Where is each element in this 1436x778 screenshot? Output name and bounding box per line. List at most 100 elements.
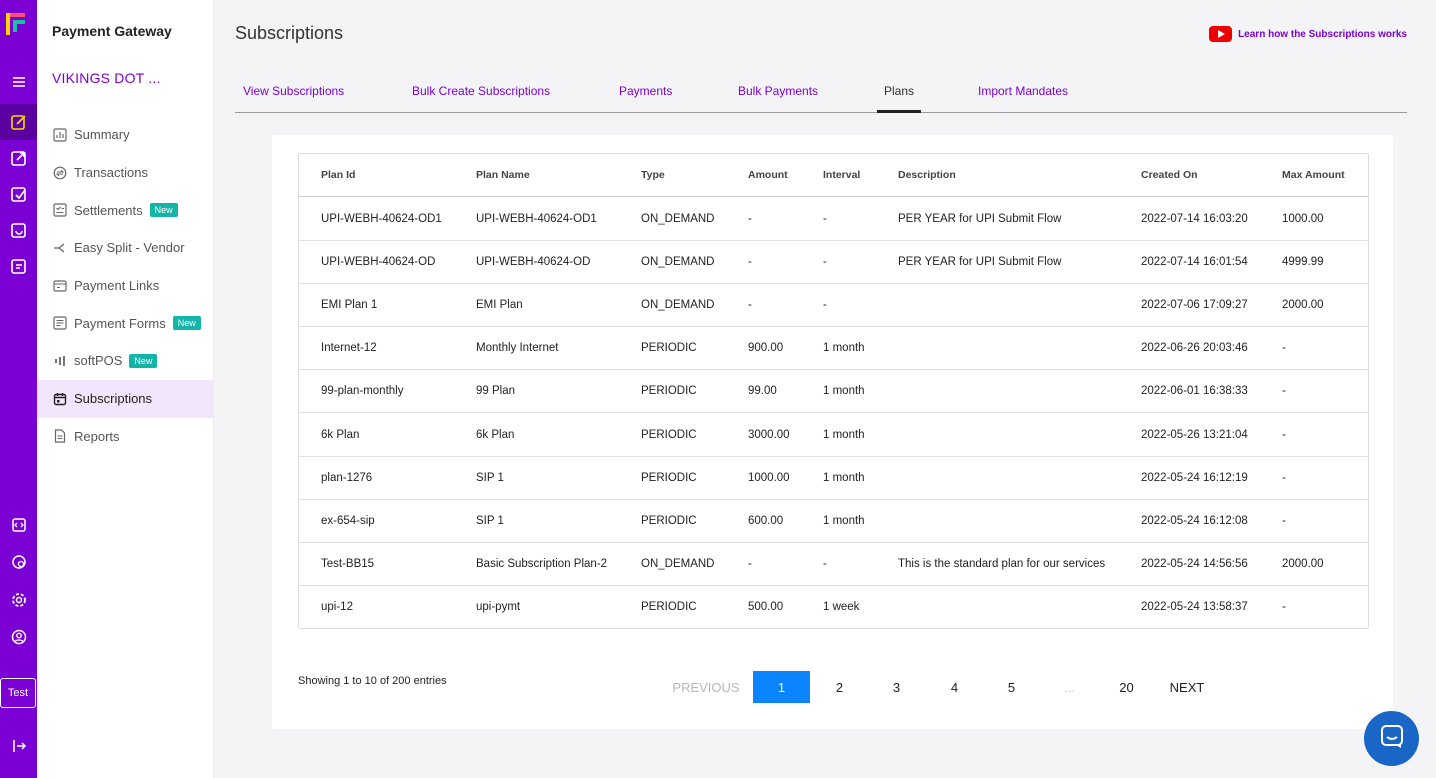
split-icon [52,240,67,255]
tab-view-subscriptions[interactable]: View Subscriptions [243,84,345,98]
page-button-1[interactable]: 1 [753,671,810,703]
payouts-icon[interactable] [0,140,37,176]
table-row[interactable]: 6k Plan 6k Plan PERIODIC 3000.00 1 month 2022… [299,412,1368,455]
sidebar-item-label: Summary [74,127,130,143]
table-row[interactable]: Internet-12 Monthly Internet PERIODIC 900.0… [299,326,1368,369]
logo-icon[interactable] [5,9,29,37]
column-header[interactable]: Plan Id [321,169,356,181]
tab-bulk-payments[interactable]: Bulk Payments [738,84,819,98]
table-cell: 1 month [823,342,865,355]
table-row[interactable]: UPI-WEBH-40624-OD1 UPI-WEBH-40624-OD1 ON_D… [299,197,1368,240]
page-button-20[interactable]: 20 [1119,679,1134,695]
table-cell: UPI-WEBH-40624-OD1 [476,212,597,225]
test-mode-button[interactable]: Test [0,678,36,708]
table-row[interactable]: upi-12 upi-pymt PERIODIC 500.00 1 week 2022-0… [299,584,1368,628]
account-icon[interactable] [0,619,37,655]
sidebar-item-label: Payment Forms [74,315,166,331]
page-button-5[interactable]: 5 [1007,679,1016,695]
table-cell: - [823,557,827,570]
table-row[interactable]: Test-BB15 Basic Subscription Plan-2 ON_DEM… [299,541,1368,585]
page-button-4[interactable]: 4 [950,679,959,695]
table-cell: ON_DEMAND [641,557,715,570]
table-cell: PERIODIC [641,342,697,355]
table-cell: 2022-05-24 16:12:08 [1141,514,1248,527]
table-cell: - [823,212,827,225]
table-cell: - [1282,600,1286,613]
verification-icon[interactable] [0,176,37,212]
sidebar-item-payment-forms[interactable]: Payment Forms New [37,304,214,342]
sidebar-item-label: Payment Links [74,278,160,294]
previous-page-button[interactable]: PREVIOUS [672,679,740,695]
column-header[interactable]: Max Amount [1282,169,1345,181]
table-cell: 2022-06-26 20:03:46 [1141,342,1248,355]
menu-icon[interactable] [0,64,37,100]
subscriptions-app-icon[interactable] [0,212,37,248]
sidebar-item-payment-links[interactable]: Payment Links [37,267,214,305]
chat-support-button[interactable] [1364,711,1419,766]
table-cell: ON_DEMAND [641,299,715,312]
table-cell: This is the standard plan for our servic… [898,557,1106,570]
page-button-3[interactable]: 3 [892,679,901,695]
table-cell: EMI Plan 1 [321,299,378,312]
app-rail: Test [0,0,37,778]
help-icon[interactable] [0,544,37,580]
column-header[interactable]: Interval [823,169,861,181]
table-cell: 99 Plan [476,385,516,398]
table-row[interactable]: UPI-WEBH-40624-OD UPI-WEBH-40624-OD ON_DEM… [299,240,1368,283]
sidebar-item-transactions[interactable]: Transactions [37,154,214,192]
sidebar-title: Payment Gateway [52,23,172,39]
column-header[interactable]: Type [641,169,665,181]
table-row[interactable]: plan-1276 SIP 1 PERIODIC 1000.00 1 month 2022… [299,455,1368,499]
table-cell: PERIODIC [641,471,697,484]
table-cell: Basic Subscription Plan-2 [476,557,608,570]
settings-icon[interactable] [0,582,37,618]
next-page-button[interactable]: NEXT [1169,679,1205,695]
developers-icon[interactable] [0,507,37,543]
table-cell: ex-654-sip [321,514,375,527]
signal-icon [52,353,67,368]
form-icon [52,316,67,331]
tab-plans[interactable]: Plans [884,84,915,98]
table-body: UPI-WEBH-40624-OD1 UPI-WEBH-40624-OD1 ON_D… [299,197,1368,628]
logout-icon[interactable] [0,728,37,764]
store-icon[interactable] [0,248,37,284]
sidebar-item-settlements[interactable]: Settlements New [37,191,214,229]
sidebar-item-easy-split[interactable]: Easy Split - Vendor [37,229,214,267]
table-cell: 1000.00 [748,471,790,484]
table-cell: 500.00 [748,600,784,613]
table-cell: 1 month [823,514,865,527]
chat-icon [1378,722,1406,755]
table-cell: - [1282,471,1286,484]
table-row[interactable]: 99-plan-monthly 99 Plan PERIODIC 99.00 1 mon… [299,369,1368,412]
page-button-2[interactable]: 2 [835,679,844,695]
table-row[interactable]: EMI Plan 1 EMI Plan ON_DEMAND - - 2022-07-06 … [299,283,1368,326]
table-cell: PER YEAR for UPI Submit Flow [898,212,1062,225]
sidebar-item-reports[interactable]: Reports [37,418,214,456]
table-cell: 2000.00 [1282,299,1324,312]
column-header[interactable]: Description [898,169,956,181]
calendar-icon [52,391,67,406]
payment-gateway-icon[interactable] [0,104,37,140]
youtube-icon [1209,26,1233,42]
table-cell: PERIODIC [641,428,697,441]
column-header[interactable]: Plan Name [476,169,530,181]
plans-table: Plan Id Plan Name Type Amount Interval D… [298,153,1369,629]
tab-bulk-create-subscriptions[interactable]: Bulk Create Subscriptions [412,84,551,98]
table-row[interactable]: ex-654-sip SIP 1 PERIODIC 600.00 1 month 2022… [299,498,1368,542]
chart-icon [52,127,67,142]
tab-import-mandates[interactable]: Import Mandates [978,84,1069,98]
sidebar-item-summary[interactable]: Summary [37,116,214,154]
merchant-name[interactable]: VIKINGS DOT ... [52,70,161,86]
sidebar-item-softpos[interactable]: softPOS New [37,342,214,380]
table-cell: 1 month [823,385,865,398]
table-cell: 1 week [823,600,860,613]
table-cell: PERIODIC [641,600,697,613]
column-header[interactable]: Created On [1141,169,1198,181]
table-cell: PER YEAR for UPI Submit Flow [898,256,1062,269]
sidebar-item-subscriptions[interactable]: Subscriptions [37,379,214,418]
column-header[interactable]: Amount [748,169,788,181]
tab-payments[interactable]: Payments [619,84,673,98]
learn-link[interactable]: Learn how the Subscriptions works [1209,26,1407,42]
sidebar-nav: Summary Transactions Settlements New Eas… [37,116,214,455]
entries-info: Showing 1 to 10 of 200 entries [298,675,447,687]
